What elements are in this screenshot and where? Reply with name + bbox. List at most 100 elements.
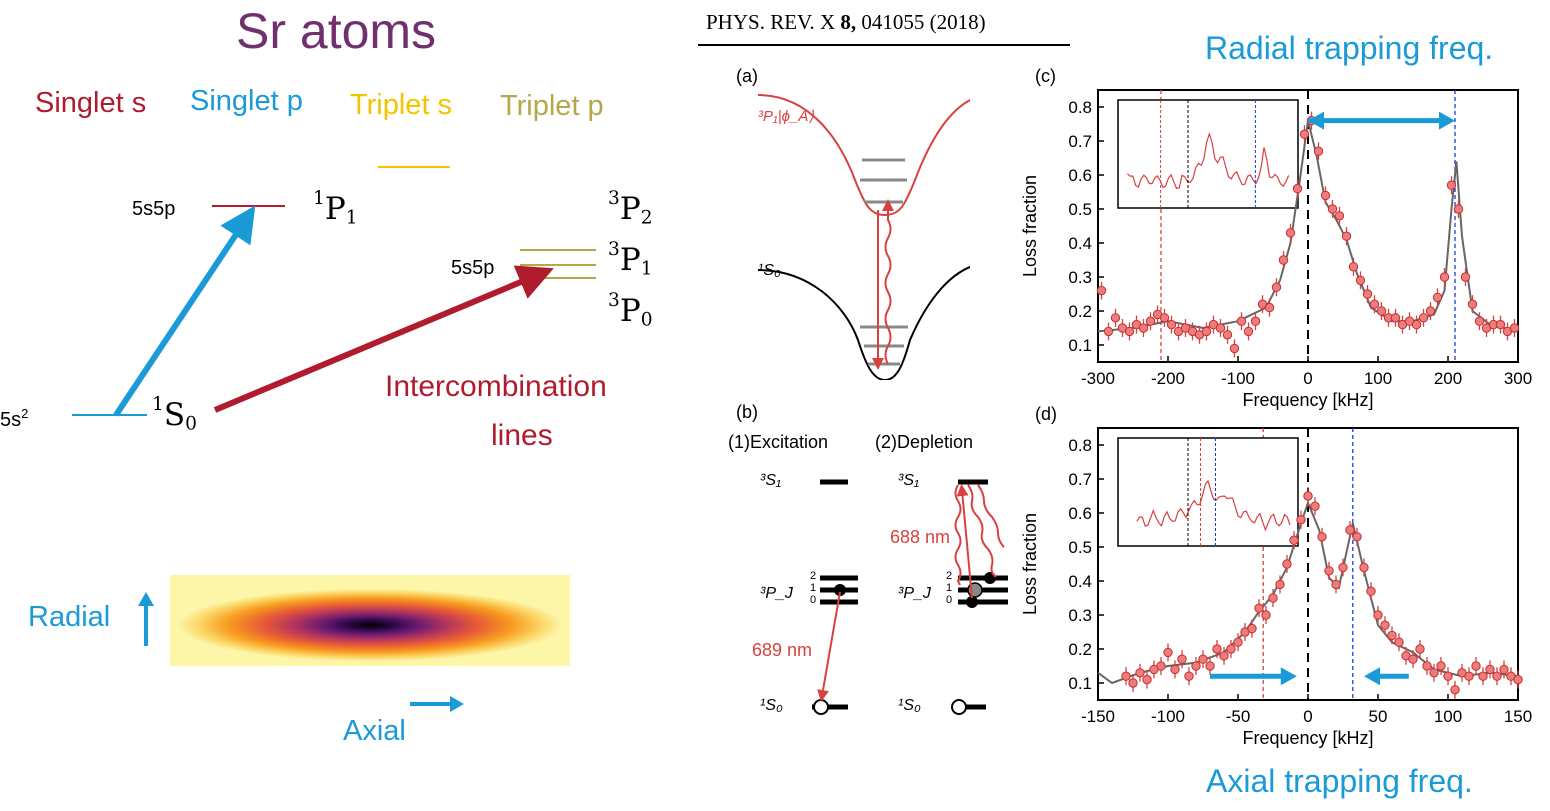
x-axis-label: Frequency [kHz] <box>1242 728 1373 748</box>
panel-b-diagram <box>812 479 1008 715</box>
x-tick-label: 100 <box>1434 707 1462 726</box>
p2-term-label: 3P2 <box>608 188 653 229</box>
x-axis-label: Frequency [kHz] <box>1242 390 1373 410</box>
data-point <box>1166 319 1177 330</box>
intercombination-label-2: lines <box>491 419 553 452</box>
data-point <box>1369 299 1380 309</box>
panel-d-label: (d) <box>1035 404 1057 424</box>
data-point <box>1345 525 1355 535</box>
data-point <box>1268 593 1278 603</box>
y-tick-label: 0.4 <box>1068 234 1092 253</box>
data-point <box>1096 285 1107 296</box>
inset-frame <box>1117 99 1299 209</box>
depletion-j1: 1 <box>946 582 953 594</box>
legend-singlet-p: Singlet p <box>190 85 303 117</box>
data-point <box>1292 183 1303 194</box>
radial-label: Radial <box>28 601 111 633</box>
data-point <box>1359 562 1369 573</box>
inset-frame <box>1117 437 1299 547</box>
inset-trace <box>1127 131 1290 190</box>
data-point <box>1296 515 1306 525</box>
x-tick-label: 0 <box>1303 707 1312 726</box>
x-tick-label: 100 <box>1364 369 1392 388</box>
p0-term-label: 3P0 <box>608 290 653 331</box>
y-tick-label: 0.6 <box>1068 166 1092 185</box>
data-point <box>1474 316 1485 326</box>
excitation-j0: 0 <box>810 594 817 606</box>
data-point <box>1317 532 1327 542</box>
excitation-j1: 1 <box>810 582 817 594</box>
intercombination-label-1: Intercombination <box>385 370 607 403</box>
data-point <box>1261 610 1271 620</box>
data-point <box>1124 326 1135 337</box>
data-point <box>1198 654 1208 664</box>
data-point <box>1320 190 1331 201</box>
excitation-pj-state: ³P_J <box>760 585 793 602</box>
data-point <box>1422 661 1432 671</box>
data-point <box>1247 623 1257 634</box>
excitation-label: (1)Excitation <box>728 432 829 452</box>
excitation-j2: 2 <box>810 570 817 582</box>
p1-config-label: 5s5p <box>132 198 176 220</box>
data-point <box>1278 255 1289 265</box>
x-tick-label: 200 <box>1434 369 1462 388</box>
data-point <box>1233 637 1243 647</box>
data-point <box>1366 586 1376 596</box>
data-point <box>1254 603 1264 613</box>
data-point <box>1352 532 1362 542</box>
singlet-p-arrow <box>113 205 256 417</box>
y-tick-label: 0.2 <box>1068 640 1092 659</box>
excitation-s0-state: ¹S₀ <box>760 697 783 714</box>
x-tick-label: -150 <box>1081 707 1115 726</box>
loss-fraction-chart-axial: -150 -100 -50 0 50 100 150 0.1 0.2 0.3 0.4 0.5 0.6 0.… <box>1020 427 1532 748</box>
data-point <box>1387 630 1397 641</box>
y-tick-label: 0.3 <box>1068 268 1092 287</box>
data-point <box>1499 664 1509 675</box>
arrow-head <box>1308 111 1324 130</box>
y-tick-label: 0.1 <box>1068 336 1092 355</box>
y-tick-label: 0.8 <box>1068 98 1092 117</box>
data-point <box>1110 313 1121 323</box>
data-point <box>1219 651 1229 661</box>
radial-arrow <box>138 592 154 646</box>
x-tick-label: -100 <box>1151 707 1185 726</box>
x-tick-label: 300 <box>1504 369 1532 388</box>
data-point <box>1313 146 1324 156</box>
data-point <box>1425 306 1436 316</box>
sr-atoms-title: Sr atoms <box>236 3 437 59</box>
y-tick-label: 0.1 <box>1068 674 1092 693</box>
depletion-j2: 2 <box>946 570 953 582</box>
data-point <box>1138 323 1149 333</box>
tp1-term-label: 3P1 <box>608 239 653 280</box>
depletion-j0: 0 <box>946 594 953 606</box>
data-point <box>1289 535 1299 545</box>
panel-c-label: (c) <box>1035 66 1056 86</box>
data-point <box>1243 326 1254 337</box>
data-point <box>1282 559 1292 569</box>
data-point <box>1201 326 1212 337</box>
y-tick-label: 0.4 <box>1068 572 1092 591</box>
y-tick-label: 0.5 <box>1068 538 1092 557</box>
theory-curve <box>1097 499 1519 685</box>
data-point <box>1394 637 1404 647</box>
data-point <box>1471 661 1481 671</box>
data-point <box>1128 678 1138 688</box>
arrow-head <box>1280 667 1297 686</box>
data-point <box>1299 129 1310 139</box>
ground-config-label: 5s2 <box>0 406 29 431</box>
x-tick-label: 150 <box>1504 707 1532 726</box>
wavelength-688: 688 nm <box>890 527 951 547</box>
data-point <box>1215 323 1226 333</box>
data-point <box>1303 491 1313 501</box>
data-point <box>1376 306 1387 316</box>
triplet-config-label: 5s5p <box>451 257 495 279</box>
data-point <box>1390 313 1401 323</box>
axial-arrow <box>410 696 464 712</box>
legend-triplet-s: Triplet s <box>350 89 453 121</box>
data-point <box>1275 579 1285 590</box>
inset-trace <box>1136 479 1291 532</box>
y-tick-label: 0.7 <box>1068 470 1092 489</box>
energy-level-diagram <box>72 166 596 417</box>
data-point <box>1373 610 1383 620</box>
data-point <box>1408 654 1418 664</box>
